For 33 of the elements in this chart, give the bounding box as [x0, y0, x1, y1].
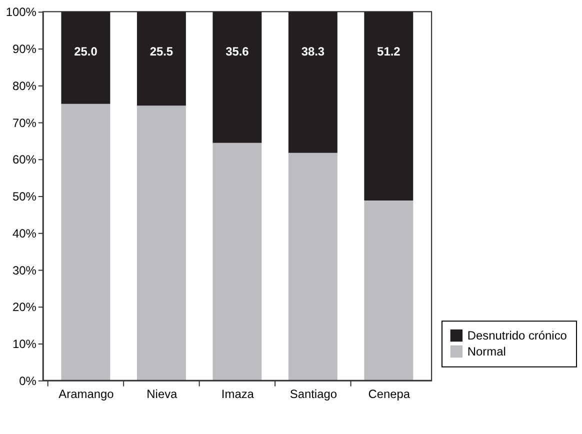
bar: [212, 12, 262, 143]
x-tick-label: Imaza: [221, 386, 254, 401]
data-label: 35.6: [226, 44, 250, 58]
y-tick-label: 0%: [19, 374, 37, 388]
bar: [364, 200, 414, 380]
bar: [136, 12, 186, 106]
y-tick-label: 90%: [12, 42, 37, 56]
legend-label: Desnutrido crónico: [467, 328, 568, 343]
y-tick-label: 30%: [12, 263, 37, 278]
y-tick-label: 100%: [6, 5, 37, 20]
bar: [136, 106, 186, 380]
y-tick-label: 10%: [12, 337, 37, 351]
data-label: 25.5: [150, 44, 174, 58]
y-tick-label: 40%: [12, 226, 37, 240]
bar: [61, 104, 110, 380]
x-tick-label: Cenepa: [368, 386, 410, 401]
y-tick-label: 80%: [12, 78, 37, 93]
x-tick-label: Santiago: [290, 386, 338, 401]
data-label: 25.0: [74, 44, 98, 58]
data-label: 51.2: [377, 44, 401, 58]
y-tick-label: 50%: [12, 190, 37, 204]
legend-label: Normal: [467, 344, 506, 358]
data-label: 38.3: [301, 44, 325, 58]
bar: [288, 152, 338, 380]
y-tick-label: 60%: [12, 152, 37, 167]
y-tick-label: 20%: [12, 300, 37, 314]
x-tick-label: Nieva: [146, 386, 178, 401]
bar: [212, 142, 262, 380]
bar: [364, 12, 414, 200]
x-tick-label: Aramango: [58, 386, 114, 401]
bar: [288, 12, 338, 153]
bar: [61, 12, 110, 104]
y-tick-label: 70%: [12, 116, 37, 130]
